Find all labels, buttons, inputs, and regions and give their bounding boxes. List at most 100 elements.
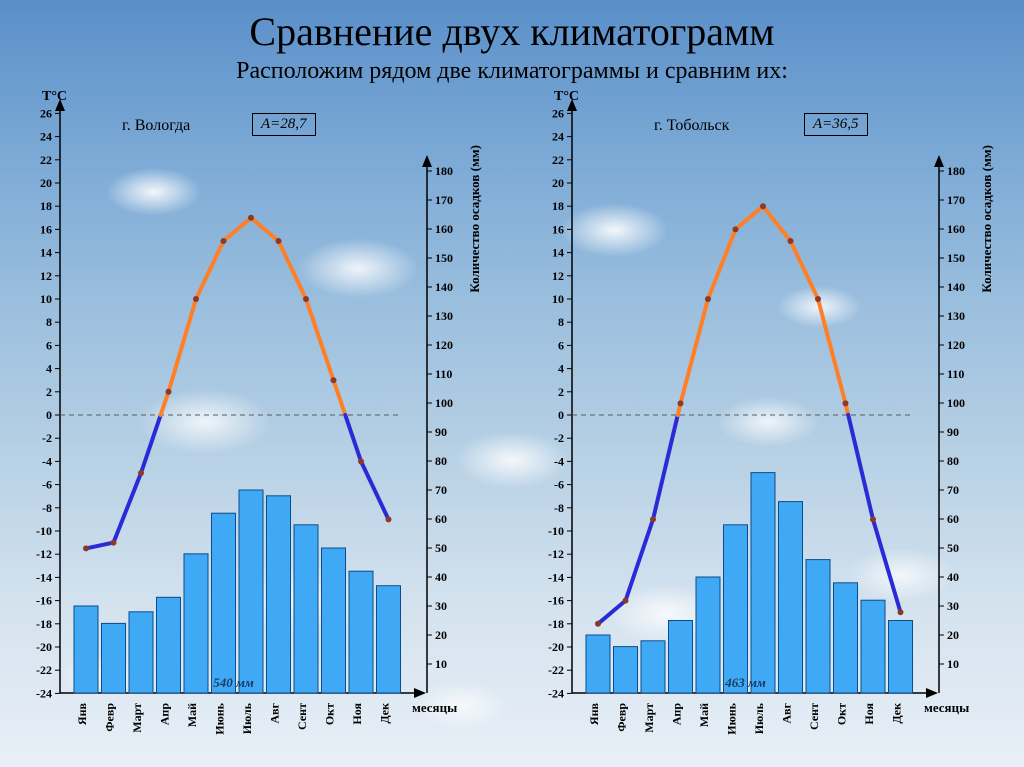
months-axis-label: месяцы — [412, 700, 457, 716]
svg-text:130: 130 — [947, 309, 965, 323]
chart-svg-left: 26242220181614121086420-2-4-6-8-10-12-14… — [12, 95, 492, 745]
svg-text:20: 20 — [435, 628, 447, 642]
svg-text:60: 60 — [947, 512, 959, 526]
svg-text:20: 20 — [552, 176, 564, 190]
svg-text:Авг: Авг — [780, 702, 794, 723]
svg-text:70: 70 — [435, 483, 447, 497]
amplitude-box-right: А=36,5 — [804, 113, 868, 136]
svg-text:180: 180 — [435, 164, 453, 178]
chart-svg-right: 26242220181614121086420-2-4-6-8-10-12-14… — [524, 95, 1004, 745]
svg-text:Авг: Авг — [268, 702, 282, 723]
svg-text:8: 8 — [558, 315, 564, 329]
svg-text:18: 18 — [40, 199, 52, 213]
svg-text:4: 4 — [558, 362, 564, 376]
svg-text:Окт: Окт — [323, 703, 337, 725]
page-subtitle: Расположим рядом две климатограммы и сра… — [0, 58, 1024, 85]
svg-text:170: 170 — [435, 193, 453, 207]
svg-text:170: 170 — [947, 193, 965, 207]
svg-text:120: 120 — [435, 338, 453, 352]
svg-text:Апр: Апр — [158, 703, 172, 726]
svg-text:50: 50 — [435, 541, 447, 555]
svg-text:Янв: Янв — [587, 702, 601, 725]
svg-text:160: 160 — [947, 222, 965, 236]
svg-text:150: 150 — [435, 251, 453, 265]
svg-text:30: 30 — [435, 599, 447, 613]
svg-text:Май: Май — [185, 703, 199, 727]
svg-text:70: 70 — [947, 483, 959, 497]
svg-text:Май: Май — [697, 703, 711, 727]
svg-text:16: 16 — [552, 222, 564, 236]
svg-text:Июль: Июль — [752, 702, 766, 734]
city-label-right: г. Тобольск — [654, 117, 729, 135]
city-label-left: г. Вологда — [122, 117, 190, 135]
svg-text:-20: -20 — [548, 640, 564, 654]
svg-text:2: 2 — [46, 385, 52, 399]
svg-text:-6: -6 — [42, 478, 52, 492]
svg-text:-14: -14 — [548, 570, 564, 584]
svg-text:140: 140 — [435, 280, 453, 294]
svg-text:160: 160 — [435, 222, 453, 236]
svg-text:50: 50 — [947, 541, 959, 555]
svg-text:Сент: Сент — [807, 703, 821, 730]
svg-text:12: 12 — [552, 269, 564, 283]
svg-text:-4: -4 — [42, 454, 52, 468]
svg-text:8: 8 — [46, 315, 52, 329]
svg-text:Февр: Февр — [615, 703, 629, 732]
svg-text:80: 80 — [435, 454, 447, 468]
svg-text:110: 110 — [435, 367, 452, 381]
svg-text:22: 22 — [40, 153, 52, 167]
svg-text:-18: -18 — [548, 617, 564, 631]
svg-text:-20: -20 — [36, 640, 52, 654]
svg-text:Июль: Июль — [240, 702, 254, 734]
svg-text:20: 20 — [947, 628, 959, 642]
svg-text:Июнь: Июнь — [725, 702, 739, 734]
svg-text:Дек: Дек — [890, 703, 904, 724]
svg-text:-4: -4 — [554, 454, 564, 468]
temp-axis-label: Т°С — [554, 89, 579, 105]
svg-text:0: 0 — [46, 408, 52, 422]
svg-text:0: 0 — [558, 408, 564, 422]
svg-text:-24: -24 — [36, 686, 52, 700]
svg-text:140: 140 — [947, 280, 965, 294]
svg-text:-6: -6 — [554, 478, 564, 492]
svg-text:18: 18 — [552, 199, 564, 213]
svg-text:14: 14 — [552, 246, 564, 260]
svg-text:120: 120 — [947, 338, 965, 352]
svg-text:6: 6 — [46, 338, 52, 352]
svg-text:-16: -16 — [36, 594, 52, 608]
svg-text:-10: -10 — [36, 524, 52, 538]
svg-text:12: 12 — [40, 269, 52, 283]
svg-text:100: 100 — [435, 396, 453, 410]
climagram-left: Т°С г. Вологда А=28,7 262422201816141210… — [12, 95, 492, 750]
svg-text:10: 10 — [40, 292, 52, 306]
svg-text:Март: Март — [642, 703, 656, 733]
svg-text:-22: -22 — [548, 663, 564, 677]
svg-text:Янв: Янв — [75, 702, 89, 725]
svg-text:180: 180 — [947, 164, 965, 178]
svg-text:10: 10 — [435, 657, 447, 671]
svg-text:100: 100 — [947, 396, 965, 410]
months-axis-label: месяцы — [924, 700, 969, 716]
svg-text:2: 2 — [558, 385, 564, 399]
svg-text:4: 4 — [46, 362, 52, 376]
svg-text:-18: -18 — [36, 617, 52, 631]
svg-text:-16: -16 — [548, 594, 564, 608]
page-title: Сравнение двух климатограмм — [0, 8, 1024, 55]
svg-text:540 мм: 540 мм — [213, 675, 254, 690]
svg-text:40: 40 — [947, 570, 959, 584]
svg-text:-12: -12 — [36, 547, 52, 561]
svg-text:-2: -2 — [42, 431, 52, 445]
svg-text:90: 90 — [435, 425, 447, 439]
svg-text:Сент: Сент — [295, 703, 309, 730]
svg-text:24: 24 — [552, 130, 564, 144]
svg-text:80: 80 — [947, 454, 959, 468]
svg-text:-10: -10 — [548, 524, 564, 538]
svg-text:40: 40 — [435, 570, 447, 584]
svg-text:26: 26 — [40, 106, 52, 120]
svg-text:Окт: Окт — [835, 703, 849, 725]
svg-text:16: 16 — [40, 222, 52, 236]
svg-text:Июнь: Июнь — [213, 702, 227, 734]
svg-text:130: 130 — [435, 309, 453, 323]
svg-text:Ноя: Ноя — [862, 703, 876, 725]
svg-text:10: 10 — [552, 292, 564, 306]
